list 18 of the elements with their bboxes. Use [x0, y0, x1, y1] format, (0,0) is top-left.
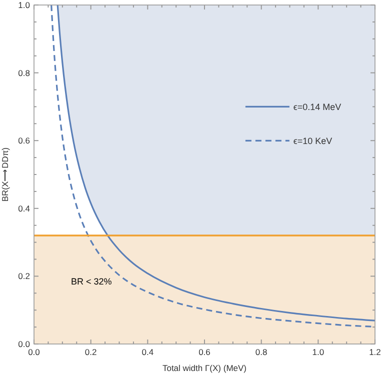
x-tick-label: 0.4: [142, 347, 154, 357]
y-tick-label: 1.0: [18, 0, 30, 10]
y-tick-label: 0.2: [18, 271, 30, 282]
x-tick-label: 0.6: [198, 347, 211, 357]
x-tick-label: 0.0: [28, 347, 40, 357]
y-tick-label: 0.4: [18, 203, 30, 214]
x-tick-label: 1.2: [369, 347, 382, 357]
x-tick-label: 0.8: [255, 347, 268, 357]
x-axis-title: Total width Γ(X) (MeV): [162, 363, 247, 373]
legend-label: ϵ=0.14 MeV: [293, 102, 342, 112]
y-tick-label: 0.6: [18, 136, 30, 146]
y-tick-label: 0.8: [18, 68, 30, 78]
x-tick-label: 0.2: [84, 347, 98, 357]
x-tick-label: 1.0: [312, 347, 324, 357]
legend-label: ϵ=10 KeV: [293, 136, 332, 146]
y-tick-label: 0.0: [18, 339, 30, 349]
band-label: BR < 32%: [70, 276, 112, 286]
y-axis-title: BR(X⟶DDπ): [0, 147, 10, 202]
